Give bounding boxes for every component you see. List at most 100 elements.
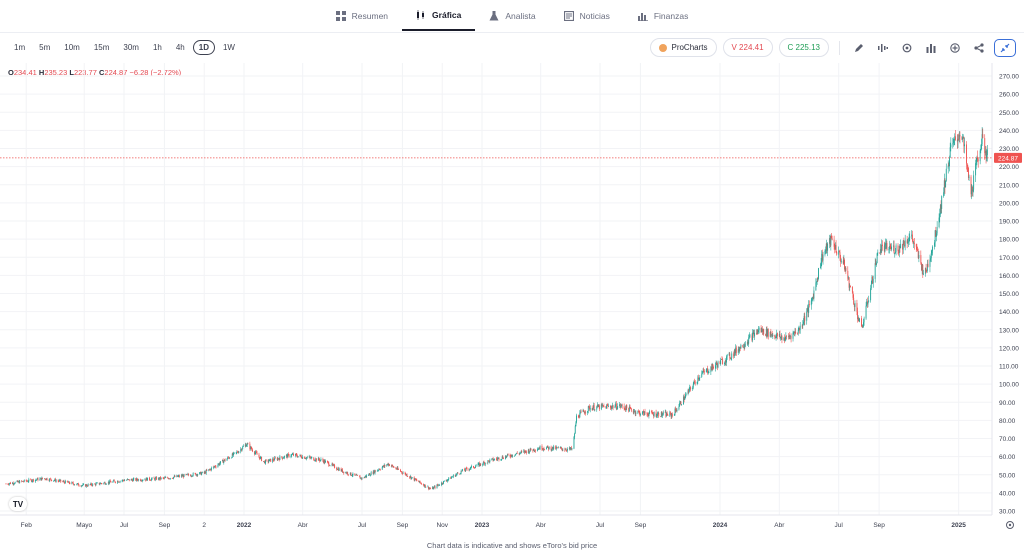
candle-body [112,481,114,483]
candle-body [889,246,891,248]
candle-body [366,475,368,477]
candle-body [238,451,240,453]
indicators-button[interactable] [874,39,892,57]
timeframe-1m[interactable]: 1m [14,43,26,52]
candle-body [847,270,849,279]
candle-body [893,245,894,247]
candle-body [934,242,935,247]
x-tick-label: 2024 [713,522,728,529]
candle-body [45,478,47,480]
candle-body [87,484,89,487]
candle-body [843,259,845,264]
candle-body [688,387,690,392]
candle-body [610,407,612,409]
candle-body [217,464,219,468]
timeframe-5m[interactable]: 5m [39,43,51,52]
candle-body [7,483,9,485]
candle-body [939,214,941,218]
candle-body [450,477,452,479]
candle-body [674,408,676,415]
candle-body [637,411,639,413]
candle-body [328,462,330,466]
candle-body [445,480,447,482]
candle-body [979,150,981,162]
tab-finanzas[interactable]: Finanzas [624,0,703,31]
candle-body [822,254,824,261]
tab-analista[interactable]: Analista [475,0,549,31]
candle-body [300,456,302,458]
candle-body [872,278,874,284]
axis-settings-icon[interactable] [1006,521,1014,529]
candle-body [365,476,367,477]
candle-body [358,475,360,477]
candle-body [502,456,504,459]
candle-body [849,285,851,288]
candle-body [909,236,911,238]
chart-type-button[interactable] [922,39,940,57]
timeframe-30m[interactable]: 30m [123,43,139,52]
candle-body [967,167,969,178]
candle-body [859,318,860,322]
candle-body [848,277,849,279]
tab-noticias[interactable]: Noticias [550,0,624,31]
draw-tool-button[interactable] [850,39,868,57]
candle-body [640,414,641,416]
share-button[interactable] [970,39,988,57]
candle-body [204,471,206,473]
candle-body [711,364,713,371]
candle-body [78,485,80,486]
candle-body [60,479,62,482]
candle-body [92,483,94,486]
candle-body [943,180,945,193]
candle-body [870,283,872,289]
candle-body [687,390,689,394]
candle-body [834,246,836,250]
candle-body [858,317,860,322]
buy-button[interactable]: C 225.13 [778,38,829,57]
candle-body [501,459,503,460]
candle-body [740,344,742,349]
candle-body [765,334,767,336]
price-chart[interactable]: 30.00 40.00 50.00 60.00 70.00 80.00 90.00 100.0… [0,63,1024,535]
tab-resumen[interactable]: Resumen [322,0,402,31]
tab-grafica[interactable]: Gráfica [402,0,476,31]
candle-body [689,387,691,389]
candle-body [232,453,234,456]
candle-body [775,335,777,339]
candle-body [789,335,791,337]
timeframe-4h[interactable]: 4h [175,43,185,52]
candle-body [929,259,931,267]
candle-body [281,456,283,458]
timeframe-1w[interactable]: 1W [222,43,235,52]
settings-button[interactable] [898,39,916,57]
candle-body [297,456,299,458]
candle-body [639,411,641,416]
candle-body [619,404,621,407]
candle-body [247,443,249,445]
candle-body [432,487,434,489]
candle-body [222,459,224,463]
candle-body [829,238,830,244]
candle-body [576,415,578,423]
candle-body [86,484,88,486]
timeframe-1d[interactable]: 1D [192,40,215,55]
candle-body [556,447,558,448]
timeframe-10m[interactable]: 10m [64,43,80,52]
sell-button[interactable]: V 224.41 [722,38,773,57]
candle-body [733,353,735,357]
candle-body [739,347,741,349]
compare-button[interactable] [946,39,964,57]
candle-body [763,329,765,335]
collapse-button[interactable] [994,38,1016,57]
timeframe-1h[interactable]: 1h [152,43,162,52]
timeframe-15m[interactable]: 15m [93,43,110,52]
procharts-button[interactable]: ProCharts [650,38,717,57]
candle-body [260,456,262,458]
candle-body [255,451,257,453]
candle-body [81,485,83,486]
candle-body [81,485,83,487]
candle-body [9,482,11,484]
candle-body [210,467,212,471]
candle-body [827,243,829,251]
candle-body [300,455,302,457]
